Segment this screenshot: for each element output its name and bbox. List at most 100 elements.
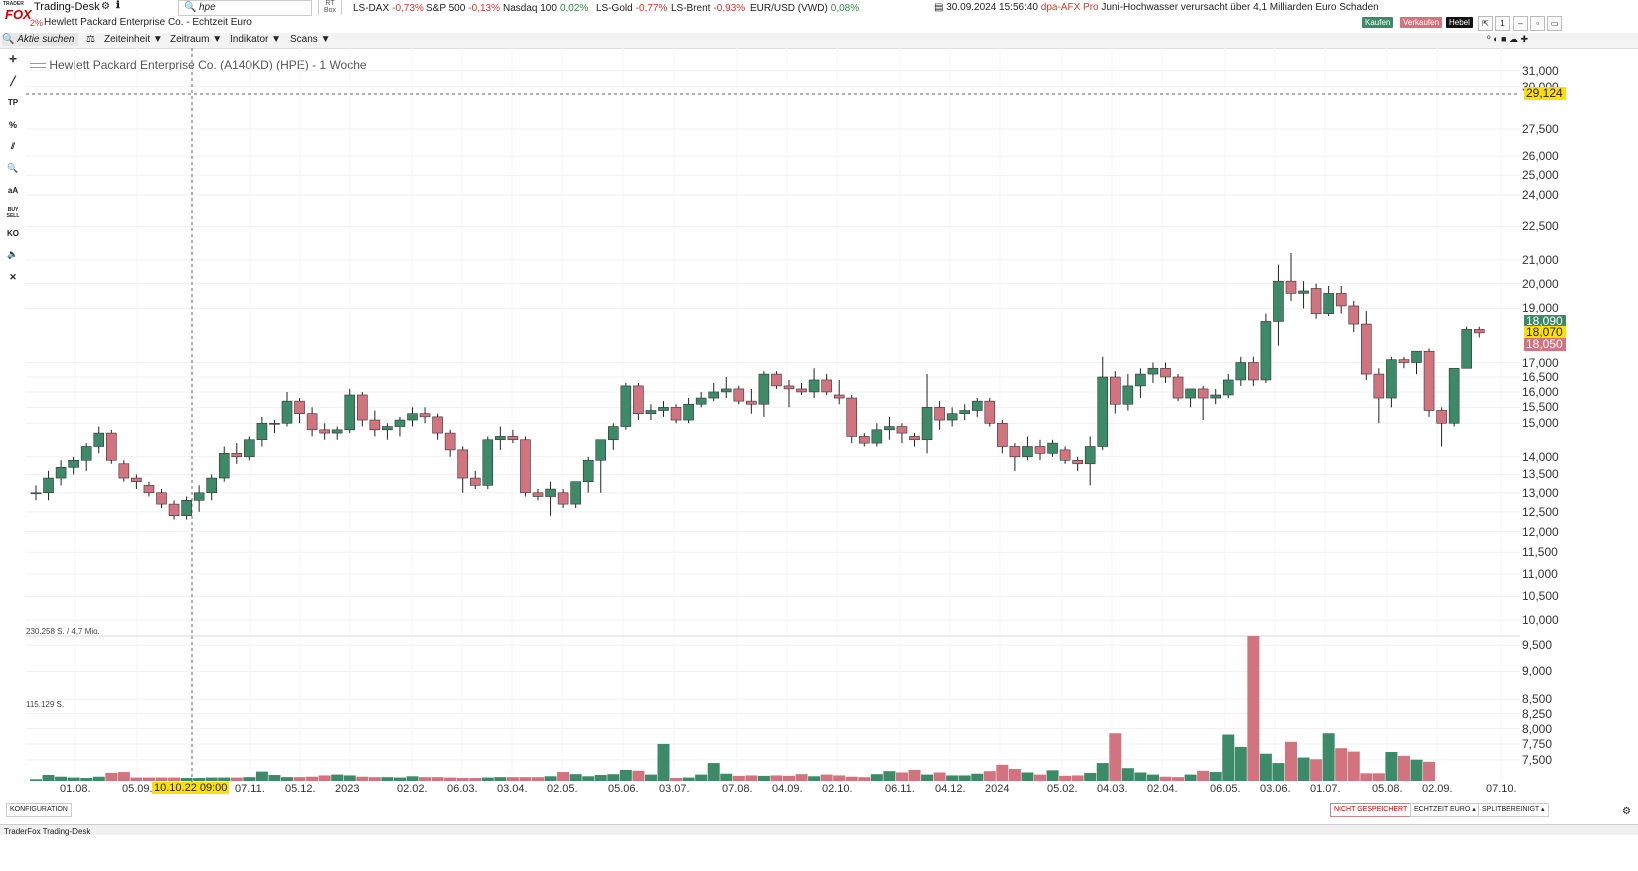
period-dropdown[interactable]: Zeitraum ▼: [170, 34, 223, 45]
rt-box-button[interactable]: RT Box: [318, 0, 342, 15]
volume-bar: [670, 778, 683, 781]
candle-body: [1197, 388, 1209, 399]
window-number-icon[interactable]: 1: [1495, 16, 1510, 31]
candle-body: [545, 488, 556, 497]
volume-bar: [1234, 746, 1247, 781]
unsaved-button[interactable]: NICHT GESPEICHERT: [1330, 803, 1412, 817]
ticker-item[interactable]: S&P 500 -0,13%: [426, 3, 500, 14]
y-axis-label: 11,000: [1522, 566, 1558, 581]
news-headline: Juni-Hochwasser verursacht über 4,1 Mill…: [1101, 2, 1379, 13]
y-axis-label: 7,750: [1522, 736, 1553, 751]
x-axis-label: 06.03.: [447, 783, 478, 795]
config-button[interactable]: KONFIGURATION: [6, 803, 72, 817]
sound-icon[interactable]: 🔈: [7, 249, 19, 259]
maximize-icon[interactable]: ▫: [1530, 16, 1545, 31]
timeframe-dropdown[interactable]: Zeiteinheit ▼: [104, 34, 163, 45]
legend-line-icon: [30, 63, 46, 69]
popout-icon[interactable]: ⇱: [1478, 16, 1493, 31]
crosshair-tool-icon[interactable]: ✛: [9, 54, 17, 64]
candle-body: [168, 503, 180, 517]
close-icon[interactable]: ✕: [9, 272, 17, 282]
volume-bar: [368, 777, 381, 781]
candle-body: [1135, 373, 1146, 387]
news-ticker[interactable]: ▤ 30.09.2024 15:56:40 dpa-AFX Pro Juni-H…: [934, 2, 1379, 13]
x-axis-label: 04.12.: [935, 783, 966, 795]
ticker-item[interactable]: LS-Brent -0,93%: [671, 3, 745, 14]
candle-body: [871, 429, 883, 444]
candle-body: [658, 407, 669, 411]
gear-icon[interactable]: ⚙: [101, 1, 110, 12]
candle-body: [143, 485, 155, 494]
stock-search-button[interactable]: 🔍 Aktie suchen: [2, 33, 78, 46]
ticker-item[interactable]: LS-DAX -0,73%: [353, 3, 424, 14]
volume-bar: [1209, 772, 1222, 781]
tp-tool[interactable]: TP: [7, 98, 19, 107]
volume-bar: [644, 774, 657, 781]
volume-bar: [481, 777, 494, 781]
candle-body: [469, 477, 481, 486]
candle-body: [633, 385, 644, 414]
volume-bar: [1272, 763, 1285, 781]
volume-bar: [193, 778, 206, 781]
settings-gear-icon[interactable]: ⚙: [1622, 806, 1631, 817]
x-axis-label: 03.06.: [1260, 783, 1291, 795]
price-chart[interactable]: [26, 48, 1638, 783]
volume-bar: [80, 778, 93, 781]
volume-bar: [908, 769, 921, 781]
volume-bar: [205, 777, 218, 781]
split-adjusted-button[interactable]: SPLITBEREINIGT ▴: [1478, 803, 1549, 817]
volume-bar: [105, 772, 118, 781]
candle-body: [106, 432, 117, 461]
candle-body: [30, 492, 42, 495]
text-tool[interactable]: aA: [7, 186, 19, 195]
x-axis-label: 01.08.: [60, 783, 91, 795]
volume-bar: [243, 777, 256, 781]
volume-bar: [557, 772, 570, 781]
minimize-icon[interactable]: –: [1513, 16, 1528, 31]
restore-icon[interactable]: ▭: [1547, 16, 1562, 31]
scans-dropdown[interactable]: Scans ▼: [290, 34, 331, 45]
x-axis-label: 05.06.: [608, 783, 639, 795]
ticker-item[interactable]: Nasdaq 100 0,02%: [503, 3, 588, 14]
ticker-change: -0,93%: [713, 3, 746, 14]
news-icon: ▤: [934, 2, 944, 13]
line-tool-icon[interactable]: ╱: [10, 76, 16, 86]
volume-bar: [632, 770, 645, 781]
volume-bar: [1121, 768, 1134, 781]
ticker-name: LS-DAX: [353, 3, 390, 14]
alert-price-tag[interactable]: 29,124: [1524, 87, 1566, 100]
traderfox-logo[interactable]: TRADER FOX: [2, 0, 32, 30]
leverage-button[interactable]: Hebel: [1446, 17, 1473, 28]
symbol-search-input[interactable]: hpe: [199, 2, 216, 13]
volume-bar: [1172, 777, 1185, 781]
buy-button[interactable]: Kaufen: [1362, 17, 1394, 28]
volume-bar: [218, 777, 231, 781]
volume-bar: [30, 779, 42, 781]
volume-bar: [117, 772, 130, 781]
candle-body: [808, 379, 820, 393]
indicator-dropdown[interactable]: Indikator ▼: [230, 34, 282, 45]
channel-tool-icon[interactable]: ⫽: [10, 141, 15, 151]
realtime-euro-button[interactable]: ECHTZEIT EURO ▴: [1410, 803, 1480, 817]
taskbar-label[interactable]: TraderFox Trading-Desk: [4, 827, 91, 836]
ko-tool[interactable]: KO: [7, 229, 19, 238]
x-axis-label: 02.05.: [547, 783, 578, 795]
volume-bar: [594, 775, 607, 781]
volume-mid-label: 115.129 S.: [26, 700, 65, 709]
sell-button[interactable]: Verkaufen: [1400, 17, 1443, 28]
candle-body: [1160, 367, 1171, 378]
ticker-item[interactable]: EUR/USD (VWD) 0,08%: [750, 3, 859, 14]
volume-bar: [707, 763, 720, 781]
toolbar-right-icons[interactable]: ⁰ ◐ ■ ☁ ✚: [1487, 34, 1529, 44]
info-icon[interactable]: ℹ: [116, 0, 120, 11]
symbol-search-box[interactable]: 🔍 hpe: [178, 0, 312, 16]
buy-sell-tool[interactable]: BUY SELL: [6, 207, 20, 219]
y-axis-label: 27,500: [1522, 121, 1559, 136]
ticker-item[interactable]: LS-Gold -0,77%: [596, 3, 667, 14]
candle-body: [1348, 305, 1360, 325]
candle-body: [1448, 367, 1460, 424]
volume-bar: [281, 777, 293, 781]
percent-tool-icon[interactable]: %: [8, 120, 17, 130]
zoom-icon[interactable]: 🔍: [7, 163, 19, 173]
volume-bar: [1184, 774, 1197, 781]
